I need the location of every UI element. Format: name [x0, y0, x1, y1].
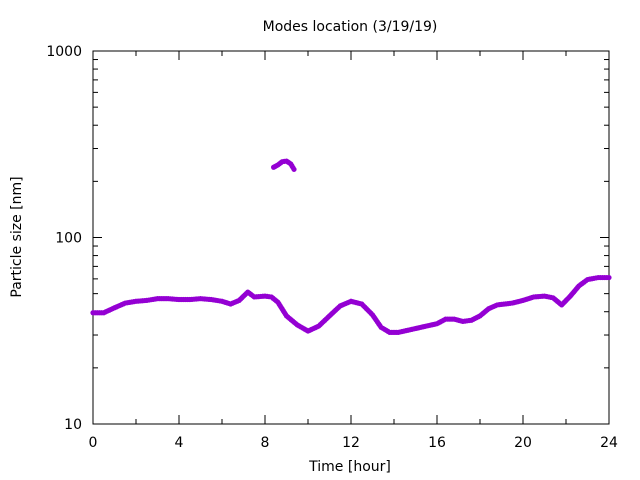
x-axis-label: Time [hour]: [308, 459, 391, 475]
x-tick-label: 24: [600, 435, 618, 451]
x-tick-label: 4: [175, 435, 184, 451]
axis-ticks: 0 4 8 12 16 20 24 10 100 1000: [46, 44, 618, 451]
x-tick-label: 16: [428, 435, 446, 451]
y-tick-label: 100: [55, 231, 82, 247]
data-point: [291, 166, 297, 172]
data-point: [606, 274, 612, 281]
x-tick-label: 12: [342, 435, 360, 451]
chart-title: Modes location (3/19/19): [263, 19, 438, 35]
x-tick-label: 20: [514, 435, 532, 451]
plot-area: [92, 50, 610, 425]
y-tick-label: 1000: [46, 44, 82, 60]
y-tick-label: 10: [64, 417, 82, 433]
data-points: [90, 158, 612, 335]
x-tick-label: 8: [261, 435, 270, 451]
y-axis-label: Particle size [nm]: [9, 176, 25, 297]
x-tick-label: 0: [89, 435, 98, 451]
